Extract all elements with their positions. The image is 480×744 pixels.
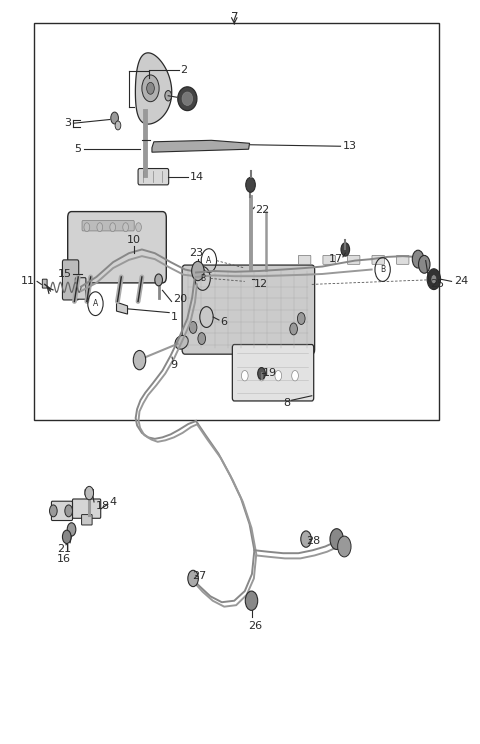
FancyBboxPatch shape xyxy=(42,279,47,288)
Circle shape xyxy=(298,312,305,324)
Text: 5: 5 xyxy=(74,144,81,154)
Text: 23: 23 xyxy=(189,248,203,258)
Text: 28: 28 xyxy=(306,536,320,546)
Circle shape xyxy=(412,250,424,268)
FancyBboxPatch shape xyxy=(232,344,314,401)
Circle shape xyxy=(165,91,171,101)
Text: A: A xyxy=(93,299,98,308)
Text: 7: 7 xyxy=(230,11,238,25)
Text: 8: 8 xyxy=(283,398,290,408)
FancyBboxPatch shape xyxy=(62,260,79,300)
Circle shape xyxy=(84,222,90,231)
Text: 25: 25 xyxy=(431,279,444,289)
Circle shape xyxy=(330,529,343,550)
FancyBboxPatch shape xyxy=(372,255,384,264)
Circle shape xyxy=(49,505,57,517)
Circle shape xyxy=(85,487,94,500)
Circle shape xyxy=(301,531,312,548)
Text: 27: 27 xyxy=(192,571,206,581)
FancyBboxPatch shape xyxy=(323,255,336,264)
Polygon shape xyxy=(117,302,128,314)
Circle shape xyxy=(110,222,116,231)
FancyBboxPatch shape xyxy=(85,490,94,496)
Circle shape xyxy=(136,222,142,231)
Polygon shape xyxy=(152,141,250,153)
Circle shape xyxy=(67,523,76,536)
Circle shape xyxy=(155,274,162,286)
Ellipse shape xyxy=(182,92,192,106)
Circle shape xyxy=(123,222,129,231)
Text: 12: 12 xyxy=(253,279,267,289)
Text: 17: 17 xyxy=(329,254,343,264)
Text: 19: 19 xyxy=(263,368,277,379)
Ellipse shape xyxy=(178,87,197,111)
Text: 20: 20 xyxy=(173,294,187,304)
Circle shape xyxy=(337,536,351,557)
Circle shape xyxy=(258,371,265,381)
Text: 16: 16 xyxy=(57,554,71,564)
Text: 9: 9 xyxy=(170,359,178,370)
FancyBboxPatch shape xyxy=(68,211,166,283)
Circle shape xyxy=(200,307,213,327)
Circle shape xyxy=(188,571,198,586)
Text: 10: 10 xyxy=(127,235,141,245)
Text: 2: 2 xyxy=(180,65,187,75)
FancyBboxPatch shape xyxy=(396,255,409,264)
Circle shape xyxy=(419,255,430,273)
Circle shape xyxy=(133,350,146,370)
Circle shape xyxy=(198,333,205,344)
FancyBboxPatch shape xyxy=(299,255,311,264)
Text: 21: 21 xyxy=(57,544,71,554)
Circle shape xyxy=(192,261,204,280)
Text: 18: 18 xyxy=(96,501,109,510)
Circle shape xyxy=(258,368,265,379)
Ellipse shape xyxy=(175,336,188,349)
Text: 15: 15 xyxy=(58,269,72,279)
FancyBboxPatch shape xyxy=(82,220,134,231)
Circle shape xyxy=(97,222,103,231)
Circle shape xyxy=(189,321,197,333)
FancyBboxPatch shape xyxy=(82,515,92,525)
Circle shape xyxy=(245,591,258,610)
FancyBboxPatch shape xyxy=(72,499,101,519)
Text: 3: 3 xyxy=(64,118,72,128)
Text: 22: 22 xyxy=(255,205,270,215)
Circle shape xyxy=(147,83,155,94)
Circle shape xyxy=(431,275,437,283)
Text: B: B xyxy=(380,265,385,274)
FancyBboxPatch shape xyxy=(182,265,315,354)
Text: B: B xyxy=(200,274,205,283)
FancyBboxPatch shape xyxy=(75,278,86,299)
Polygon shape xyxy=(135,53,172,124)
Text: 26: 26 xyxy=(249,621,263,631)
FancyBboxPatch shape xyxy=(348,255,360,264)
Circle shape xyxy=(142,75,159,102)
Circle shape xyxy=(246,177,255,192)
Circle shape xyxy=(292,371,299,381)
Text: 11: 11 xyxy=(21,277,35,286)
Text: 13: 13 xyxy=(343,141,357,151)
Text: 14: 14 xyxy=(190,172,204,182)
Circle shape xyxy=(65,505,72,517)
Text: 24: 24 xyxy=(455,277,468,286)
Circle shape xyxy=(111,112,119,124)
Text: 4: 4 xyxy=(110,497,117,507)
Circle shape xyxy=(427,269,441,289)
Circle shape xyxy=(290,323,298,335)
Circle shape xyxy=(115,121,121,130)
Bar xyxy=(34,23,439,420)
Circle shape xyxy=(241,371,248,381)
Circle shape xyxy=(62,530,71,544)
Text: 6: 6 xyxy=(220,316,227,327)
FancyBboxPatch shape xyxy=(138,169,168,185)
Circle shape xyxy=(275,371,282,381)
Circle shape xyxy=(341,243,349,256)
FancyBboxPatch shape xyxy=(51,501,72,521)
Text: A: A xyxy=(206,256,212,265)
Text: 1: 1 xyxy=(170,312,178,322)
